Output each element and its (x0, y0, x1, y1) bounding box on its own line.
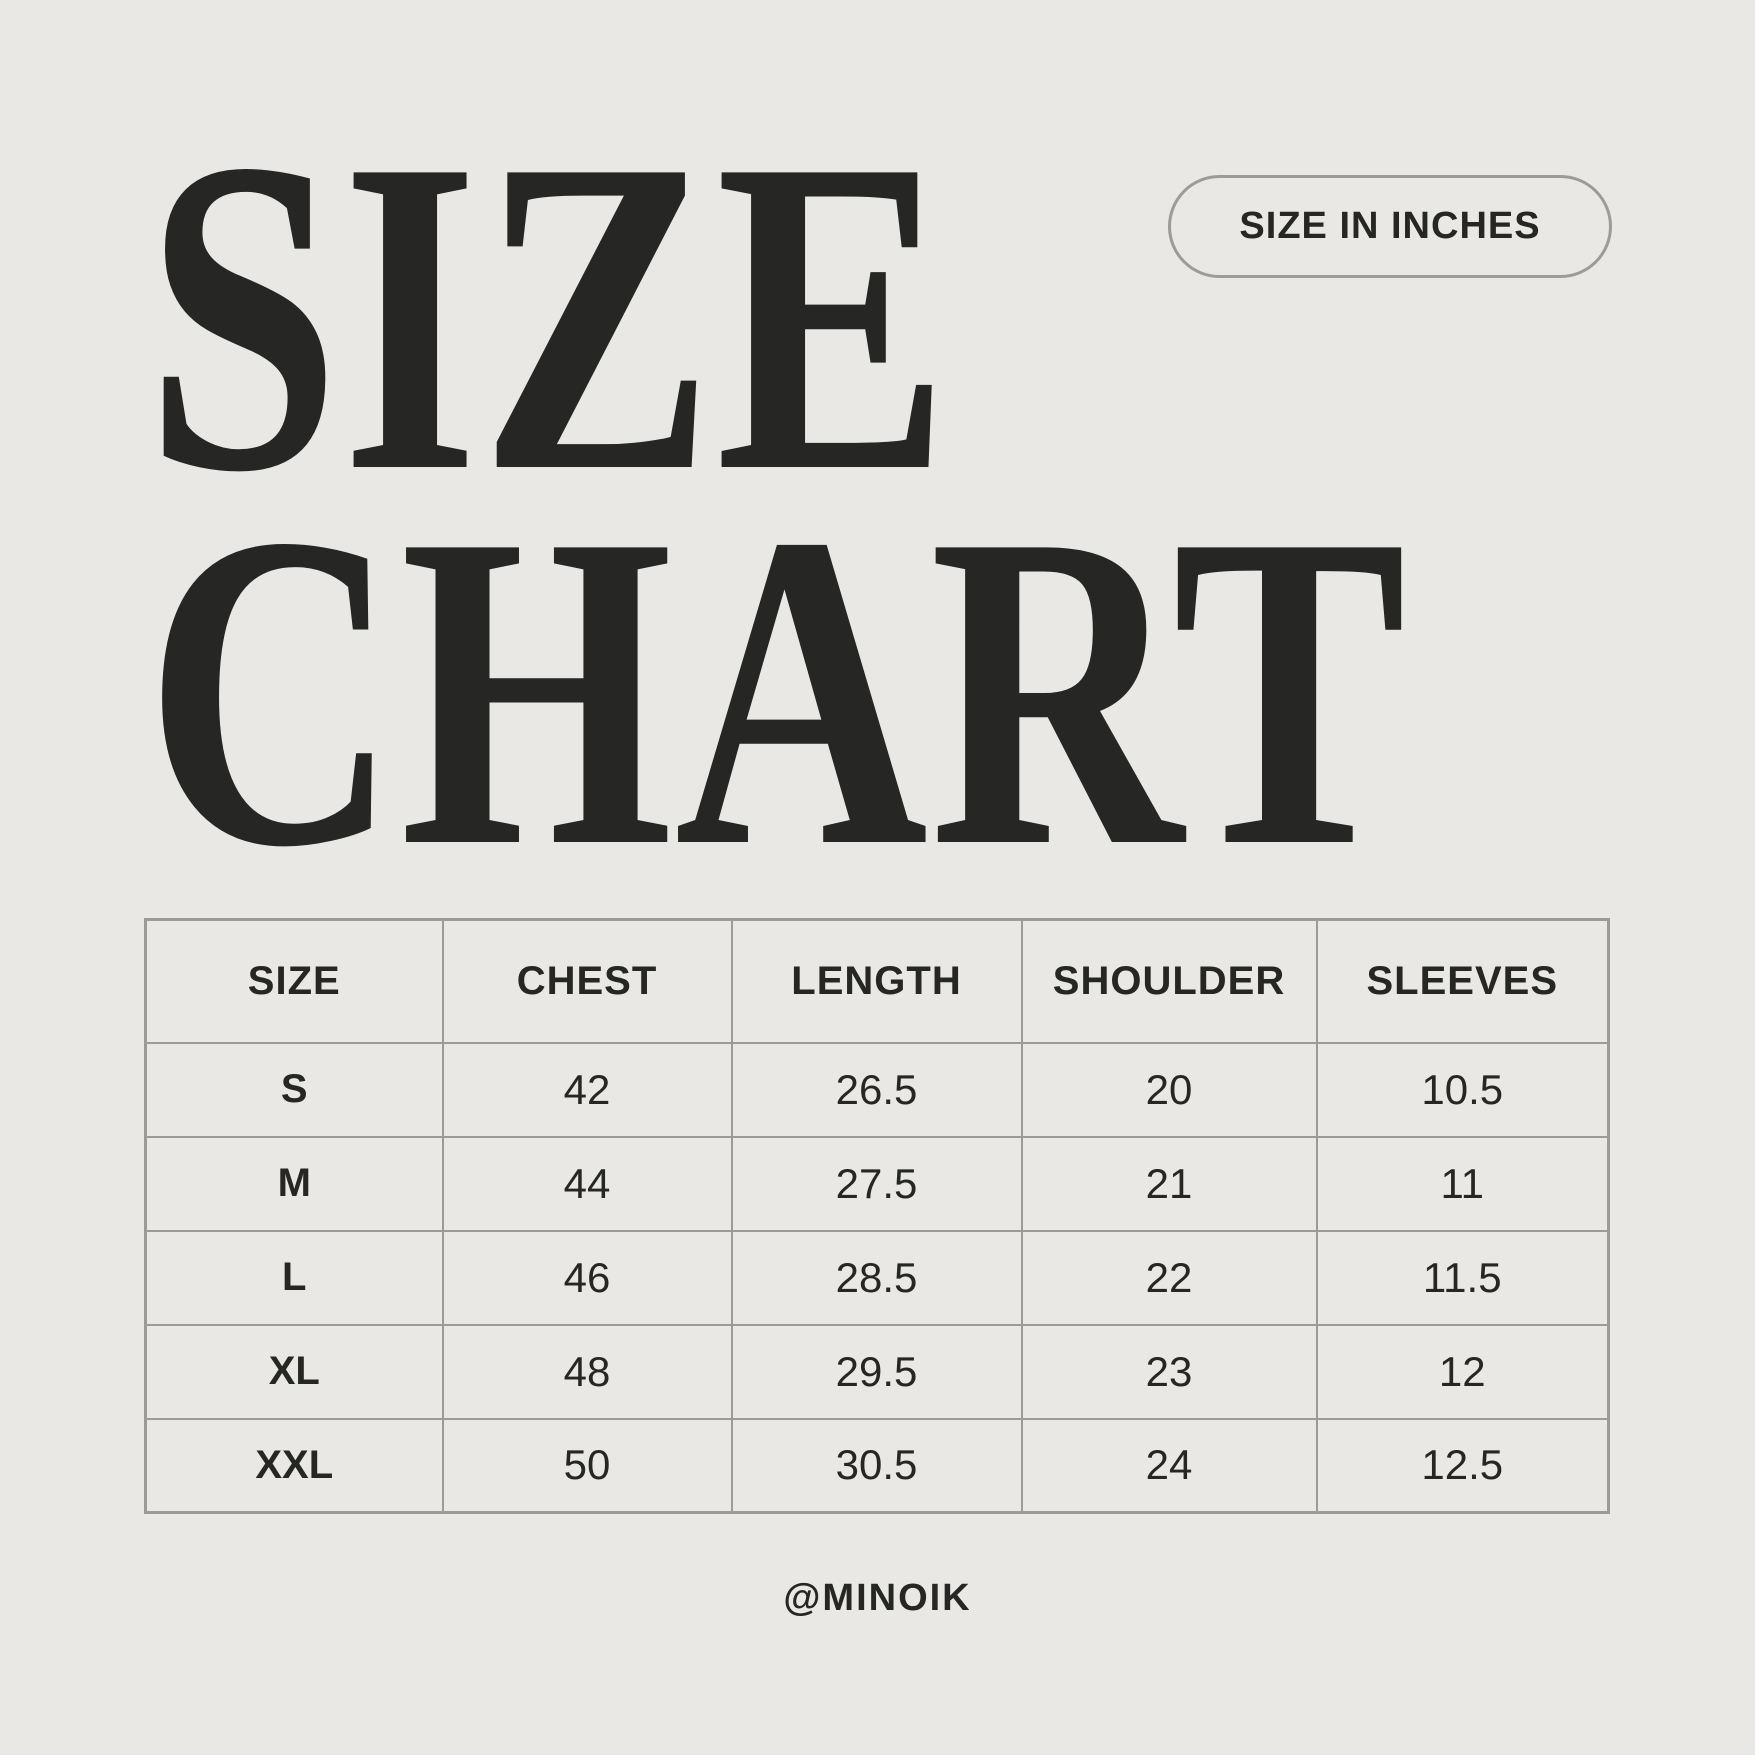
units-badge: SIZE IN INCHES (1168, 175, 1612, 278)
column-header-chest: CHEST (441, 918, 733, 1044)
sleeves-value: 10.5 (1315, 1041, 1610, 1138)
sleeves-value: 12.5 (1315, 1417, 1610, 1514)
shoulder-value: 22 (1020, 1229, 1318, 1326)
page-title-line-1: SIZE (145, 67, 952, 565)
chest-value: 42 (441, 1041, 733, 1138)
column-header-size: SIZE (144, 918, 444, 1044)
length-value: 29.5 (730, 1323, 1023, 1420)
size-label: M (144, 1135, 444, 1232)
size-label: S (144, 1041, 444, 1138)
shoulder-value: 20 (1020, 1041, 1318, 1138)
shoulder-value: 23 (1020, 1323, 1318, 1420)
column-header-length: LENGTH (730, 918, 1023, 1044)
chest-value: 46 (441, 1229, 733, 1326)
chest-value: 50 (441, 1417, 733, 1514)
shoulder-value: 21 (1020, 1135, 1318, 1232)
social-handle: @MINOIK (783, 1577, 972, 1619)
length-value: 30.5 (730, 1417, 1023, 1514)
sleeves-value: 11 (1315, 1135, 1610, 1232)
table-row-l: L 46 28.5 22 11.5 (144, 1229, 1610, 1326)
shoulder-value: 24 (1020, 1417, 1318, 1514)
size-label: XXL (144, 1417, 444, 1514)
sleeves-value: 11.5 (1315, 1229, 1610, 1326)
chest-value: 44 (441, 1135, 733, 1232)
table-header-row: SIZE CHEST LENGTH SHOULDER SLEEVES (144, 918, 1610, 1044)
table-row-s: S 42 26.5 20 10.5 (144, 1041, 1610, 1138)
size-table: SIZE CHEST LENGTH SHOULDER SLEEVES S 42 … (144, 918, 1610, 1514)
units-badge-label: SIZE IN INCHES (1239, 205, 1541, 247)
size-label: L (144, 1229, 444, 1326)
length-value: 26.5 (730, 1041, 1023, 1138)
length-value: 27.5 (730, 1135, 1023, 1232)
table-row-xxl: XXL 50 30.5 24 12.5 (144, 1417, 1610, 1514)
table-row-xl: XL 48 29.5 23 12 (144, 1323, 1610, 1420)
column-header-shoulder: SHOULDER (1020, 918, 1318, 1044)
column-header-sleeves: SLEEVES (1315, 918, 1610, 1044)
page-title-line-2: CHART (145, 442, 1409, 940)
size-label: XL (144, 1323, 444, 1420)
table-row-m: M 44 27.5 21 11 (144, 1135, 1610, 1232)
length-value: 28.5 (730, 1229, 1023, 1326)
chest-value: 48 (441, 1323, 733, 1420)
sleeves-value: 12 (1315, 1323, 1610, 1420)
